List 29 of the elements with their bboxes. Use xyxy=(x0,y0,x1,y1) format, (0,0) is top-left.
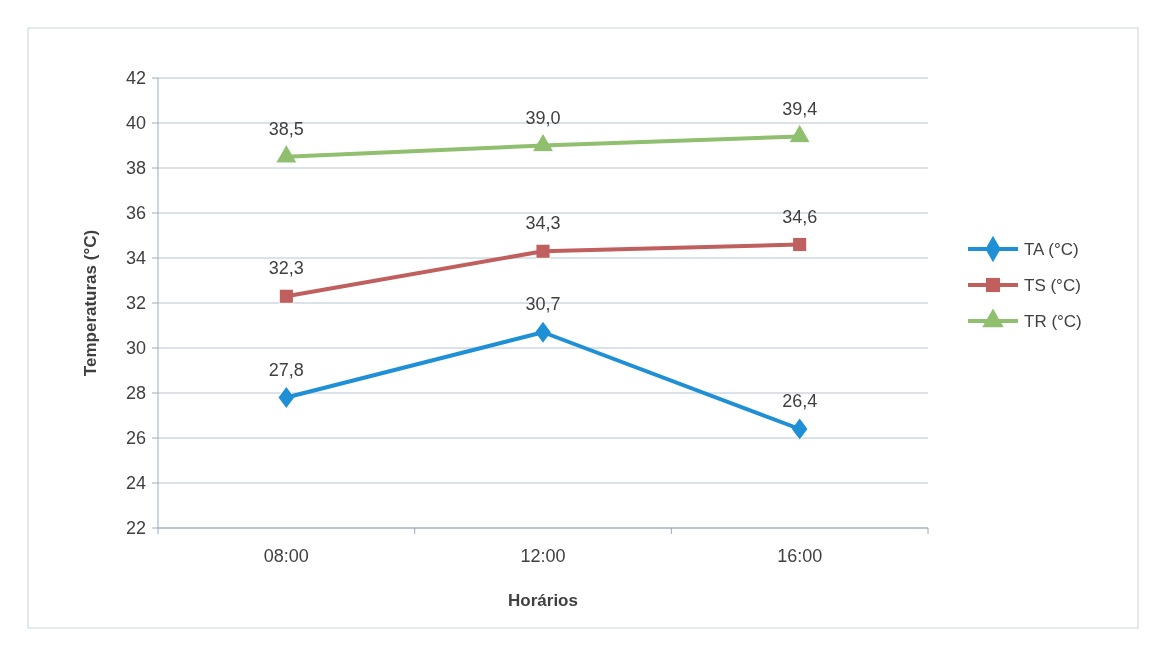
x-axis-title: Horários xyxy=(508,591,578,610)
legend-label: TA (°C) xyxy=(1024,239,1079,259)
data-label: 39,0 xyxy=(525,107,561,128)
data-label: 34,6 xyxy=(782,206,818,227)
x-tick-label: 12:00 xyxy=(520,546,566,566)
x-tick-label: 16:00 xyxy=(777,546,823,566)
data-label: 26,4 xyxy=(782,391,818,411)
data-label: 30,7 xyxy=(525,294,561,315)
y-tick-label: 28 xyxy=(125,383,146,404)
y-axis-title: Temperaturas (°C) xyxy=(81,229,100,377)
legend-label: TS (°C) xyxy=(1024,275,1081,295)
y-tick-label: 42 xyxy=(125,68,146,89)
y-tick-label: 30 xyxy=(125,338,146,359)
data-label: 32,3 xyxy=(268,258,304,279)
data-label: 38,5 xyxy=(268,118,304,139)
data-label: 39,4 xyxy=(782,98,818,119)
data-label: 27,8 xyxy=(268,359,304,380)
y-tick-label: 36 xyxy=(125,203,146,224)
y-tick-label: 26 xyxy=(125,428,146,449)
y-tick-label: 34 xyxy=(125,248,146,269)
y-tick-label: 24 xyxy=(125,473,146,494)
data-label: 34,3 xyxy=(525,213,561,234)
y-tick-label: 32 xyxy=(125,293,146,314)
y-tick-label: 22 xyxy=(125,518,146,539)
x-tick-label: 08:00 xyxy=(263,546,309,566)
y-tick-label: 40 xyxy=(125,113,146,134)
point xyxy=(275,143,298,164)
y-tick-label: 38 xyxy=(125,158,146,179)
legend-label: TR (°C) xyxy=(1024,311,1082,331)
